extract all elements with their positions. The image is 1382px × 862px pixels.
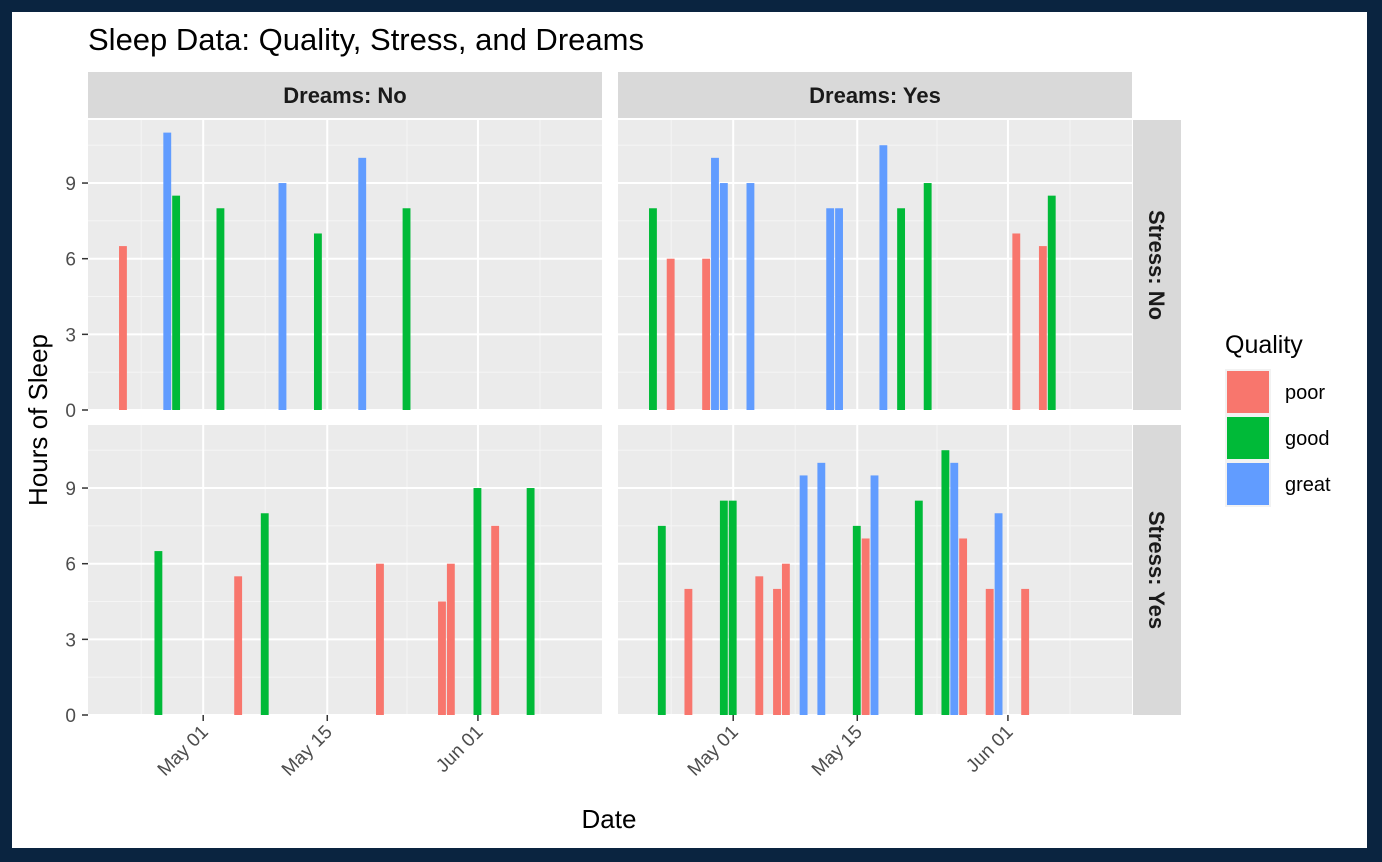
bar-great <box>835 208 843 410</box>
y-axis-title: Hours of Sleep <box>23 334 53 506</box>
x-axis-title: Date <box>582 804 637 834</box>
bar-great <box>799 475 808 715</box>
bar-good <box>154 551 163 715</box>
bar-great <box>746 183 755 410</box>
bar-good <box>313 233 322 410</box>
panel: May 01 May 15 Jun 01 <box>618 425 1132 781</box>
bar-good <box>657 525 666 715</box>
bar-poor <box>1012 233 1021 410</box>
bar-great <box>879 145 888 410</box>
bar-good <box>526 488 535 715</box>
panel <box>618 120 1132 411</box>
facet-strip-top-label: Dreams: Yes <box>809 83 941 108</box>
legend: Quality poor good great <box>1225 331 1331 507</box>
bar-poor <box>781 563 790 715</box>
bar-good <box>923 183 932 410</box>
facet-strip-top: Dreams: No <box>88 72 602 118</box>
bar-great <box>826 208 835 410</box>
bar-great <box>994 513 1003 715</box>
legend-item-poor: poor <box>1225 369 1325 415</box>
bar-great <box>719 183 728 410</box>
x-tick-label: Jun 01 <box>962 722 1017 777</box>
bar-poor <box>446 563 455 715</box>
facet-strip-top-bg <box>618 72 1132 118</box>
bar-poor <box>861 538 870 715</box>
facet-strip-top: Dreams: Yes <box>618 72 1132 118</box>
bar-poor <box>684 588 693 715</box>
bar-poor <box>1038 246 1047 410</box>
bar-great <box>711 157 719 410</box>
legend-swatch-great <box>1227 463 1269 505</box>
bar-great <box>358 157 367 410</box>
bar-great <box>950 462 959 715</box>
chart-panels: Dreams: No Dreams: Yes Stress: No Stress: Y… <box>65 72 1181 781</box>
legend-swatch-good <box>1227 417 1269 459</box>
bar-good <box>852 525 861 715</box>
bar-good <box>1047 195 1056 410</box>
panel: 0 3 6 9 <box>65 120 602 422</box>
bar-good <box>941 450 950 715</box>
legend-label: good <box>1285 428 1330 450</box>
bar-poor <box>755 576 764 715</box>
x-tick-label: Jun 01 <box>432 722 487 777</box>
bar-poor <box>666 258 675 410</box>
y-tick-label: 0 <box>65 401 76 422</box>
bar-great <box>163 132 172 410</box>
bar-great <box>278 183 287 410</box>
bar-good <box>649 208 657 410</box>
bar-poor <box>438 601 446 715</box>
bar-poor <box>773 588 781 715</box>
legend-label: poor <box>1285 382 1325 404</box>
panel-background <box>88 425 602 715</box>
facet-strip-right: Stress: No <box>1133 120 1181 410</box>
chart-title: Sleep Data: Quality, Stress, and Dreams <box>88 22 644 57</box>
bar-poor <box>702 258 711 410</box>
legend-items: poor good great <box>1225 369 1331 507</box>
bar-great <box>870 475 879 715</box>
facet-strip-top-bg <box>88 72 602 118</box>
bar-good <box>172 195 181 410</box>
panel: 0 3 6 9 May 01 May 15 Jun 01 <box>65 425 602 781</box>
bar-poor <box>491 525 500 715</box>
legend-title: Quality <box>1225 331 1303 359</box>
legend-item-good: good <box>1225 415 1330 461</box>
facet-strip-right-bg <box>1133 425 1181 715</box>
legend-label: great <box>1285 474 1331 496</box>
chart-frame: Sleep Data: Quality, Stress, and Dreams … <box>12 12 1367 848</box>
x-tick-label: May 15 <box>278 722 337 781</box>
bar-poor <box>959 538 968 715</box>
bar-great <box>817 462 826 715</box>
y-tick-label: 6 <box>65 250 76 271</box>
x-tick-label: May 15 <box>808 722 867 781</box>
bar-poor <box>234 576 243 715</box>
bar-good <box>216 208 225 410</box>
bar-poor <box>1021 588 1030 715</box>
faceted-bar-chart: Sleep Data: Quality, Stress, and Dreams … <box>23 22 1331 834</box>
facet-strip-right-label: Stress: No <box>1144 210 1169 320</box>
bar-good <box>260 513 269 715</box>
legend-swatch-poor <box>1227 371 1269 413</box>
bar-good <box>402 208 411 410</box>
y-tick-label: 6 <box>65 555 76 576</box>
y-tick-label: 9 <box>65 174 76 195</box>
bar-good <box>473 488 482 715</box>
bar-good <box>719 500 728 715</box>
facet-strip-top-label: Dreams: No <box>283 83 406 108</box>
facet-strip-right-label: Stress: Yes <box>1144 511 1169 629</box>
bar-poor <box>119 246 127 410</box>
y-tick-label: 9 <box>65 479 76 500</box>
legend-item-great: great <box>1225 461 1331 507</box>
y-tick-label: 0 <box>65 706 76 727</box>
y-tick-label: 3 <box>65 630 76 651</box>
bar-poor <box>376 563 384 715</box>
x-tick-label: May 01 <box>154 722 213 781</box>
bar-poor <box>985 588 994 715</box>
y-tick-label: 3 <box>65 325 76 346</box>
bar-good <box>897 208 906 410</box>
bar-good <box>728 500 737 715</box>
bar-good <box>914 500 923 715</box>
x-tick-label: May 01 <box>684 722 743 781</box>
facet-strip-right-bg <box>1133 120 1181 410</box>
facet-strip-right: Stress: Yes <box>1133 425 1181 715</box>
